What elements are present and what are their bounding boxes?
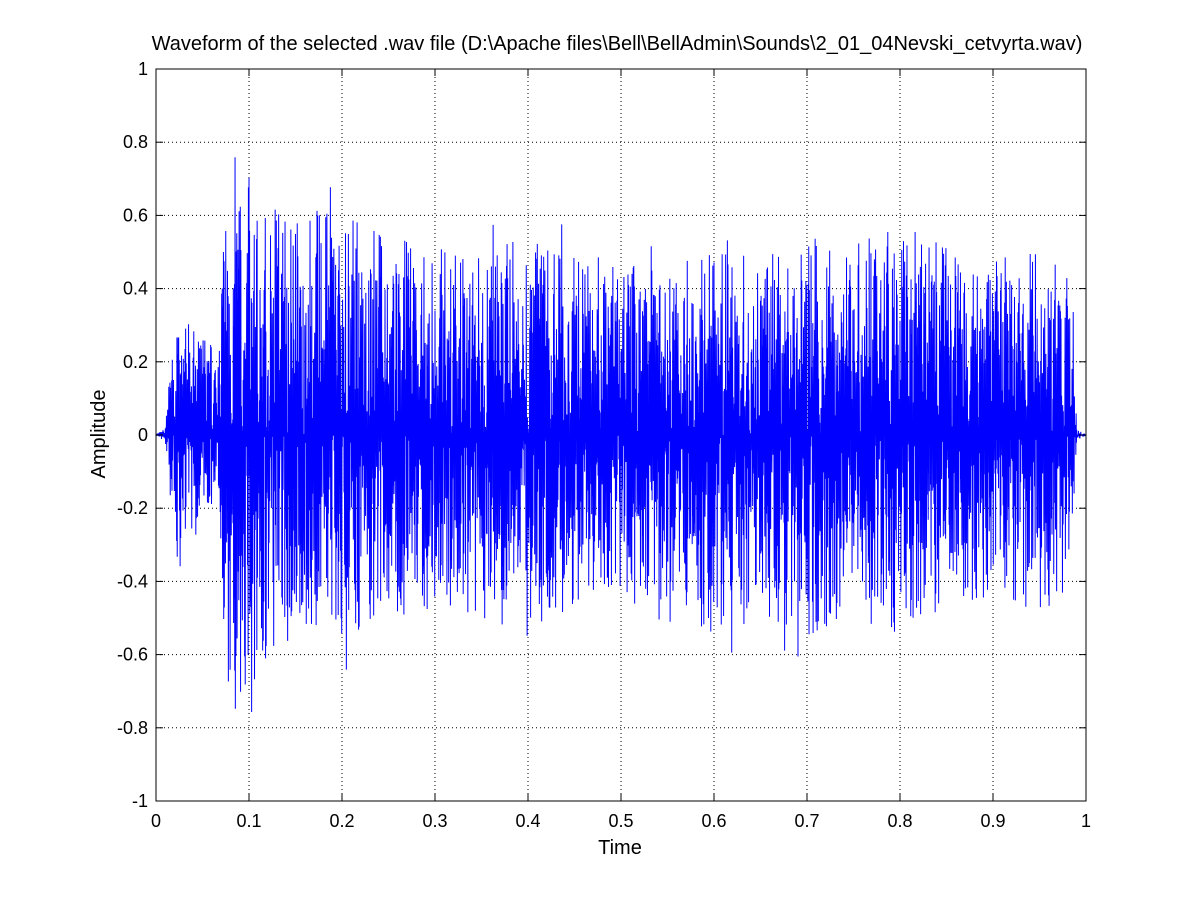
x-tick-label: 0.7 bbox=[794, 811, 819, 831]
y-tick-labels: 1 0.8 0.6 0.4 0.2 0 -0.2 -0.4 -0.6 -0.8 -1 bbox=[117, 59, 148, 811]
x-tick-label: 0.3 bbox=[422, 811, 447, 831]
x-tick-label: 0 bbox=[151, 811, 161, 831]
y-tick-label: 0 bbox=[138, 425, 148, 445]
x-tick-label: 0.5 bbox=[608, 811, 633, 831]
y-tick-label: -1 bbox=[132, 791, 148, 811]
x-tick-label: 1 bbox=[1081, 811, 1091, 831]
y-axis-label: Amplitude bbox=[88, 390, 110, 479]
y-tick-label: -0.4 bbox=[117, 571, 148, 591]
y-tick-label: -0.8 bbox=[117, 718, 148, 738]
x-axis-label: Time bbox=[598, 837, 642, 859]
x-tick-label: 0.9 bbox=[980, 811, 1005, 831]
plot-content bbox=[156, 157, 1086, 713]
x-tick-label: 0.2 bbox=[329, 811, 354, 831]
y-tick-label: 0.8 bbox=[123, 132, 148, 152]
y-tick-label: 0.4 bbox=[123, 279, 148, 299]
x-tick-label: 0.4 bbox=[515, 811, 540, 831]
chart-title: Waveform of the selected .wav file (D:\A… bbox=[152, 33, 1083, 55]
y-tick-label: 1 bbox=[138, 59, 148, 79]
waveform-series-line bbox=[156, 157, 1086, 713]
x-tick-labels: 0 0.1 0.2 0.3 0.4 0.5 0.6 0.7 0.8 0.9 1 bbox=[151, 811, 1091, 831]
y-tick-label: 0.2 bbox=[123, 352, 148, 372]
y-tick-label: -0.6 bbox=[117, 645, 148, 665]
x-tick-label: 0.8 bbox=[887, 811, 912, 831]
x-tick-label: 0.1 bbox=[236, 811, 261, 831]
axis-ticks bbox=[155, 68, 1087, 802]
y-tick-label: 0.6 bbox=[123, 205, 148, 225]
x-tick-label: 0.6 bbox=[701, 811, 726, 831]
y-tick-label: -0.2 bbox=[117, 498, 148, 518]
